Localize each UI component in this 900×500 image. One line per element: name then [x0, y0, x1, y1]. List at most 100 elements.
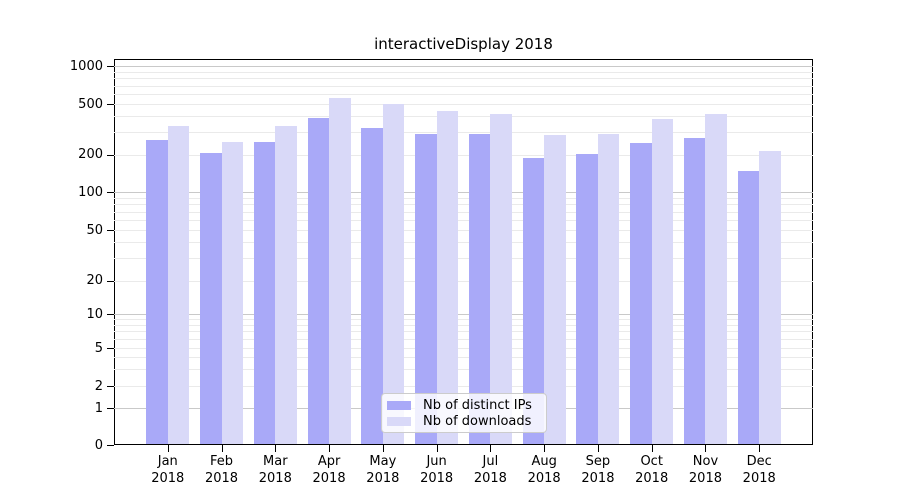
legend-label-distinct-ips: Nb of distinct IPs	[423, 397, 532, 413]
gridline-minor	[114, 324, 813, 326]
y-tick-mark	[107, 280, 114, 282]
legend-swatch-distinct-ips-icon	[387, 400, 411, 410]
bar-distinct-ips-dec	[737, 170, 760, 444]
y-tick-mark	[107, 445, 114, 446]
bar-downloads-mar	[275, 126, 297, 444]
gridline-minor	[114, 331, 813, 333]
y-tick-mark	[107, 104, 114, 105]
y-tick-mark	[107, 348, 114, 349]
y-tick-label: 5	[94, 340, 103, 356]
bar-downloads-oct	[651, 119, 674, 444]
gridline-minor	[114, 197, 813, 199]
y-tick-label: 10	[86, 306, 103, 322]
gridline-minor	[114, 386, 813, 387]
y-tick-mark	[107, 192, 114, 193]
bar-downloads-apr	[329, 97, 351, 444]
gridline-minor	[114, 369, 813, 371]
legend-item-distinct-ips: Nb of distinct IPs	[387, 397, 540, 413]
y-tick-mark	[107, 66, 114, 67]
x-tick-mark	[329, 445, 331, 452]
y-tick-label: 50	[86, 222, 103, 238]
bar-distinct-ips-sep	[576, 153, 598, 444]
legend-label-downloads: Nb of downloads	[423, 413, 532, 429]
y-tick-mark	[107, 314, 114, 315]
legend: Nb of distinct IPs Nb of downloads	[381, 393, 547, 433]
y-tick-mark	[107, 230, 114, 231]
gridline-minor	[114, 280, 813, 282]
gridline-minor	[114, 71, 813, 73]
bar-distinct-ips-may	[361, 127, 383, 444]
bar-downloads-jan	[167, 126, 190, 444]
bar-downloads-sep	[597, 134, 620, 444]
x-tick-label: Feb 2018	[204, 454, 239, 486]
plot-area: Nb of distinct IPs Nb of downloads	[114, 59, 813, 445]
gridline-minor	[114, 78, 813, 80]
gridline-minor	[114, 132, 813, 134]
y-tick-label: 1000	[69, 58, 103, 74]
bar-distinct-ips-mar	[253, 142, 276, 444]
gridline-major	[114, 66, 813, 67]
bar-distinct-ips-jul	[468, 134, 491, 444]
x-tick-mark	[167, 445, 169, 452]
bar-distinct-ips-jun	[415, 134, 437, 444]
gridline-minor	[114, 104, 813, 105]
legend-item-downloads: Nb of downloads	[387, 413, 540, 429]
y-tick-label: 2	[94, 378, 103, 394]
gridline-minor	[114, 154, 813, 156]
bar-distinct-ips-aug	[522, 158, 545, 444]
x-tick-label: Nov 2018	[688, 454, 722, 486]
gridline-minor	[114, 85, 813, 87]
bar-downloads-jul	[490, 114, 512, 444]
x-tick-mark	[436, 445, 438, 452]
x-tick-label: Jul 2018	[473, 454, 507, 486]
gridline-major	[114, 192, 813, 193]
x-tick-label: Oct 2018	[635, 454, 669, 486]
gridline-minor	[114, 116, 813, 118]
bar-distinct-ips-nov	[683, 137, 706, 444]
y-tick-label: 1	[94, 400, 103, 416]
x-tick-label: Sep 2018	[581, 454, 615, 486]
gridline-minor	[114, 211, 813, 213]
chart-title: interactiveDisplay 2018	[374, 35, 553, 53]
gridline-minor	[114, 242, 813, 244]
x-tick-mark	[221, 445, 223, 452]
y-tick-mark	[107, 154, 114, 156]
gridline-minor	[114, 339, 813, 341]
x-tick-mark	[705, 445, 707, 452]
gridline-minor	[114, 230, 813, 231]
y-tick-mark	[107, 408, 114, 409]
bar-downloads-aug	[544, 134, 566, 444]
y-tick-label: 20	[86, 273, 103, 288]
gridline-minor	[114, 204, 813, 206]
x-tick-mark	[275, 445, 277, 452]
bar-distinct-ips-feb	[200, 153, 222, 444]
x-tick-label: Aug 2018	[527, 454, 561, 486]
x-tick-label: Mar 2018	[258, 454, 292, 486]
gridline-minor	[114, 94, 813, 95]
x-tick-mark	[597, 445, 599, 452]
x-tick-label: Jan 2018	[151, 454, 185, 486]
bar-downloads-may	[382, 104, 405, 444]
x-tick-label: Dec 2018	[742, 454, 776, 486]
x-tick-mark	[651, 445, 653, 452]
gridline-minor	[114, 258, 813, 260]
x-tick-label: Apr 2018	[312, 454, 346, 486]
y-tick-label: 100	[78, 184, 103, 200]
bar-distinct-ips-jan	[146, 140, 168, 444]
y-tick-label: 200	[78, 147, 103, 162]
gridline-minor	[114, 220, 813, 221]
x-tick-mark	[759, 445, 761, 452]
x-tick-label: Jun 2018	[420, 454, 454, 486]
bar-distinct-ips-oct	[630, 143, 652, 444]
gridline-major	[114, 314, 813, 315]
y-tick-label: 0	[94, 437, 103, 453]
bar-downloads-jun	[436, 111, 459, 444]
gridline-minor	[114, 357, 813, 359]
gridline-minor	[114, 319, 813, 321]
x-tick-mark	[382, 445, 384, 452]
legend-swatch-downloads-icon	[387, 416, 411, 426]
x-tick-label: May 2018	[366, 454, 400, 486]
gridline-minor	[114, 348, 813, 349]
y-tick-mark	[107, 386, 114, 387]
